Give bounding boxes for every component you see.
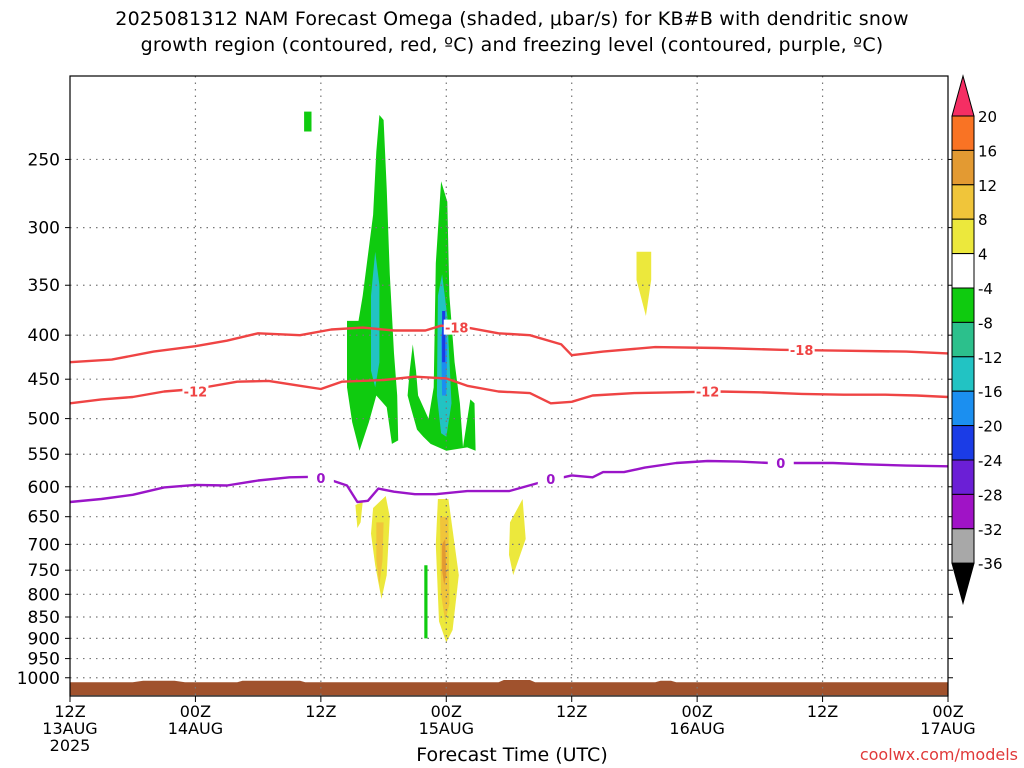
colorbar-segment-5 (951, 253, 975, 289)
contour-line-2 (69, 459, 949, 504)
x-tick-label-5-1: 16AUG (669, 719, 724, 738)
colorbar-label-8: -16 (978, 383, 1003, 401)
colorbar-label-13: -36 (978, 555, 1003, 573)
omega-region-3 (371, 251, 380, 388)
plot-frame (69, 75, 949, 697)
y-tick-label-650: 650 (28, 508, 60, 528)
axes: 2503003504004505005506006507007508008509… (17, 75, 976, 755)
contour-label-2-2: 0 (776, 457, 785, 472)
colorbar-label-2: 12 (978, 177, 997, 195)
colorbar-segment-6 (951, 287, 975, 323)
omega-region-7 (424, 565, 428, 639)
contour-label-bg-0-0 (443, 319, 470, 335)
x-tick-label-3-1: 15AUG (419, 719, 474, 738)
colorbar-label-0: 20 (978, 108, 997, 126)
colorbar-label-1: 16 (978, 142, 997, 160)
y-tick-label-900: 900 (28, 629, 60, 649)
x-tick-label-4-0: 12Z (556, 702, 587, 721)
contour-label-bg-2-0 (307, 469, 334, 485)
colorbar-top-triangle (951, 74, 975, 117)
colorbar-segment-1 (951, 115, 975, 151)
contour-line-1 (69, 375, 949, 405)
colorbar-segment-4 (951, 218, 975, 255)
contour-label-2-0: 0 (316, 472, 325, 487)
omega-region-0 (304, 111, 312, 132)
colorbar-segment-2 (951, 149, 975, 186)
y-tick-label-350: 350 (28, 276, 60, 296)
colorbar: 20 16 12 8 4 -4 -8 -12 -16 -20 -24 -28 -32 -36 (951, 74, 1003, 606)
omega-shading (304, 111, 652, 643)
terrain-fill (70, 680, 948, 696)
y-tick-label-850: 850 (28, 608, 60, 628)
colorbar-label-7: -12 (978, 349, 1003, 367)
contour-label-bg-2-2 (767, 454, 794, 470)
y-tick-label-400: 400 (28, 326, 60, 346)
contour-label-bg-0-1 (788, 341, 815, 357)
contour-label-bg-2-1 (537, 471, 564, 487)
colorbar-label-9: -20 (978, 418, 1003, 436)
colorbar-segment-13 (951, 528, 975, 564)
omega-region-9 (355, 502, 363, 528)
colorbar-segment-10 (951, 425, 975, 461)
chart-title-line-1: 2025081312 NAM Forecast Omega (shaded, μ… (115, 8, 909, 30)
contour-label-bg-1-1 (694, 383, 721, 399)
x-tick-label-2-0: 12Z (305, 702, 336, 721)
omega-region-8 (636, 251, 652, 316)
x-tick-label-0-0: 12Z (54, 702, 85, 721)
chart-title-line-2: growth region (contoured, red, ºC) and f… (140, 34, 884, 56)
y-tick-label-750: 750 (28, 561, 60, 581)
y-tick-label-800: 800 (28, 585, 60, 605)
contour-label-1-1: -12 (696, 385, 720, 400)
colorbar-label-5: -4 (978, 280, 993, 298)
colorbar-bottom-triangle (951, 562, 975, 606)
x-tick-label-6-0: 12Z (807, 702, 838, 721)
x-tick-label-5-0: 00Z (681, 702, 712, 721)
contour-label-0-1: -18 (790, 344, 814, 359)
colorbar-segment-9 (951, 390, 975, 427)
omega-region-15 (442, 539, 447, 585)
colorbar-segment-3 (951, 184, 975, 220)
colorbar-segment-11 (951, 459, 975, 495)
x-tick-label-0-1: 13AUG (42, 719, 97, 738)
y-tick-label-500: 500 (28, 410, 60, 430)
contour-label-bg-1-0 (182, 383, 209, 399)
y-tick-label-600: 600 (28, 478, 60, 498)
contour-label-1-0: -12 (184, 385, 208, 400)
y-tick-label-700: 700 (28, 535, 60, 555)
chart-title: 2025081312 NAM Forecast Omega (shaded, μ… (0, 6, 1024, 58)
contour-line-0 (69, 324, 949, 364)
x-tick-label-7-1: 17AUG (920, 719, 975, 738)
colorbar-label-11: -28 (978, 486, 1003, 504)
y-tick-label-950: 950 (28, 650, 60, 670)
y-tick-label-450: 450 (28, 370, 60, 390)
x-tick-label-1-1: 14AUG (168, 719, 223, 738)
y-tick-label-250: 250 (28, 150, 60, 170)
x-tick-label-3-0: 00Z (431, 702, 462, 721)
y-tick-label-1000: 1000 (17, 669, 60, 689)
y-tick-label-300: 300 (28, 219, 60, 239)
colorbar-segment-12 (951, 493, 975, 530)
contour-label-2-1: 0 (546, 473, 555, 488)
source-credit: coolwx.com/models (859, 745, 1018, 764)
colorbar-label-10: -24 (978, 452, 1003, 470)
y-tick-label-550: 550 (28, 445, 60, 465)
colorbar-label-3: 8 (978, 211, 988, 229)
x-tick-label-0-2: 2025 (50, 736, 91, 755)
colorbar-label-12: -32 (978, 521, 1003, 539)
contour-lines: -18 -18 -12 -12 0 0 0 (69, 319, 949, 504)
x-axis-label: Forecast Time (UTC) (416, 744, 608, 766)
terrain-layer (70, 680, 948, 696)
colorbar-label-4: 4 (978, 246, 988, 264)
colorbar-segment-8 (951, 356, 975, 392)
x-tick-label-1-0: 00Z (180, 702, 211, 721)
contour-label-0-0: -18 (445, 322, 469, 337)
x-tick-label-7-0: 00Z (932, 702, 963, 721)
colorbar-label-6: -8 (978, 314, 993, 332)
omega-region-12 (509, 499, 526, 576)
omega-region-13 (376, 522, 384, 585)
colorbar-segment-7 (951, 321, 975, 358)
